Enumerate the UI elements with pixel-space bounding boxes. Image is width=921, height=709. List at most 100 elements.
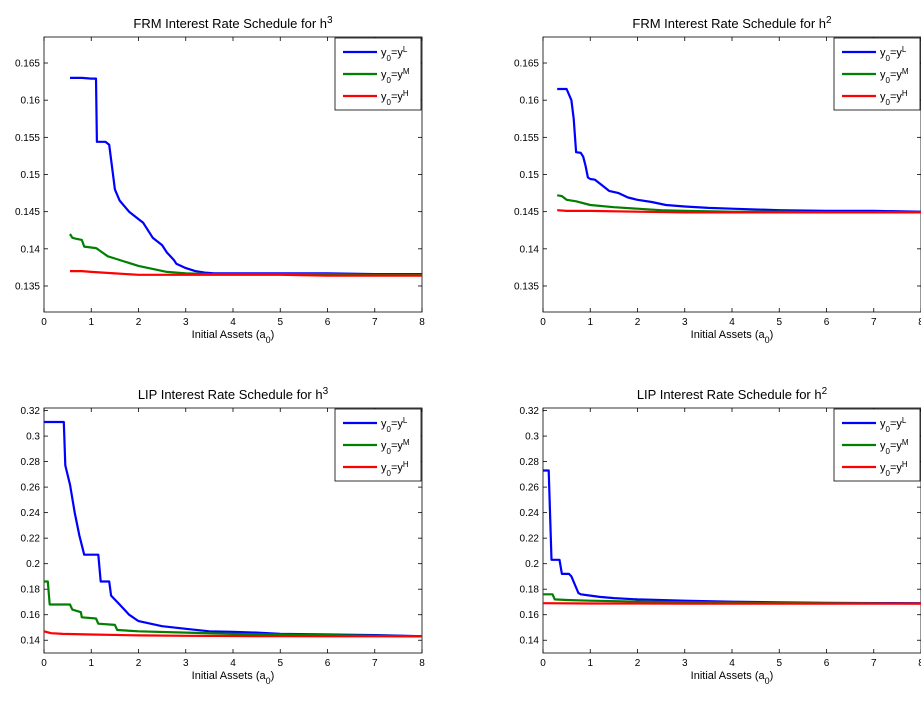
- x-tick-label: 0: [41, 317, 47, 328]
- y-tick-label: 0.22: [520, 534, 540, 545]
- legend-entry-label: y0=yL: [381, 45, 408, 63]
- legend: y0=yL y0=yM y0=yH: [334, 37, 422, 111]
- legend: y0=yL y0=yM y0=yH: [334, 408, 422, 482]
- series-group: [543, 469, 921, 605]
- y-tick-label: 0.3: [26, 432, 40, 443]
- x-tick-label: 7: [871, 317, 877, 328]
- x-axis-label: Initial Assets (a0): [691, 329, 774, 345]
- y-tick-label: 0.28: [21, 457, 41, 468]
- y-tick-label: 0.2: [26, 559, 40, 570]
- x-tick-label: 8: [918, 658, 921, 669]
- x-tick-label: 6: [325, 658, 331, 669]
- x-tick-label: 6: [325, 317, 331, 328]
- y-tick-label: 0.145: [15, 207, 40, 218]
- legend-entry-label: y0=yM: [381, 438, 410, 456]
- y-tick-label: 0.155: [514, 133, 539, 144]
- y-tick-label: 0.26: [520, 483, 540, 494]
- legend-entry-label: y0=yH: [880, 89, 908, 107]
- y-tick-label: 0.16: [520, 610, 540, 621]
- chart-panel-4: 0 1 2 3 4 5 6 7 8 0.14 0.16 0.18 0.2 0.22 0.24 0.26 0.28…: [520, 386, 921, 686]
- y-tick-label: 0.32: [520, 406, 540, 417]
- series-group: [44, 420, 422, 638]
- legend-entry-label: y0=yL: [880, 416, 907, 434]
- x-tick-label: 0: [41, 658, 47, 669]
- x-tick-label: 2: [635, 317, 641, 328]
- legend-entry-label: y0=yM: [381, 67, 410, 85]
- y-tick-label: 0.16: [21, 610, 41, 621]
- series-group: [557, 87, 921, 214]
- series-line-L: [557, 87, 921, 213]
- x-tick-label: 4: [729, 658, 735, 669]
- x-tick-label: 8: [419, 317, 425, 328]
- legend: y0=yL y0=yM y0=yH: [833, 37, 921, 111]
- legend-entry-label: y0=yM: [880, 438, 909, 456]
- x-axis-label: Initial Assets (a0): [691, 670, 774, 686]
- x-tick-label: 5: [277, 317, 283, 328]
- x-tick-label: 0: [540, 658, 546, 669]
- x-tick-label: 5: [277, 658, 283, 669]
- x-tick-label: 6: [824, 658, 830, 669]
- y-tick-label: 0.165: [514, 59, 539, 70]
- y-tick-label: 0.18: [520, 585, 540, 596]
- x-tick-label: 8: [918, 317, 921, 328]
- y-tick-label: 0.155: [15, 133, 40, 144]
- x-tick-label: 8: [419, 658, 425, 669]
- series-line-H: [557, 209, 921, 214]
- x-axis-label: Initial Assets (a0): [192, 670, 275, 686]
- y-tick-label: 0.24: [21, 508, 41, 519]
- y-tick-label: 0.135: [15, 281, 40, 292]
- y-tick-label: 0.15: [21, 170, 41, 181]
- y-tick-label: 0.22: [21, 534, 41, 545]
- y-tick-label: 0.24: [520, 508, 540, 519]
- chart-title: FRM Interest Rate Schedule for h3: [133, 15, 333, 32]
- x-tick-label: 4: [230, 317, 236, 328]
- x-tick-label: 5: [776, 658, 782, 669]
- x-tick-label: 3: [183, 317, 189, 328]
- series-group: [69, 76, 422, 277]
- legend-entry-label: y0=yM: [880, 67, 909, 85]
- legend: y0=yL y0=yM y0=yH: [833, 408, 921, 482]
- y-tick-label: 0.3: [525, 432, 539, 443]
- y-tick-label: 0.2: [525, 559, 539, 570]
- y-tick-label: 0.15: [520, 170, 540, 181]
- x-tick-label: 2: [136, 317, 142, 328]
- series-line-M: [44, 580, 422, 638]
- y-tick-label: 0.16: [520, 96, 540, 107]
- x-tick-label: 1: [88, 658, 94, 669]
- x-tick-label: 3: [682, 317, 688, 328]
- legend-entry-label: y0=yH: [880, 460, 908, 478]
- y-tick-label: 0.135: [514, 281, 539, 292]
- y-tick-label: 0.16: [21, 96, 41, 107]
- x-tick-label: 1: [88, 317, 94, 328]
- x-tick-label: 3: [183, 658, 189, 669]
- legend-entry-label: y0=yL: [381, 416, 408, 434]
- legend-entry-label: y0=yL: [880, 45, 907, 63]
- series-line-H: [44, 630, 422, 638]
- chart-panel-3: 0 1 2 3 4 5 6 7 8 0.14 0.16 0.18 0.2 0.22 0.24 0.26 0.28…: [21, 386, 426, 687]
- x-tick-label: 0: [540, 317, 546, 328]
- legend-entry-label: y0=yH: [381, 89, 409, 107]
- y-tick-label: 0.14: [21, 636, 41, 647]
- y-tick-label: 0.28: [520, 457, 540, 468]
- y-tick-label: 0.18: [21, 585, 41, 596]
- chart-panel-2: 0 1 2 3 4 5 6 7 8 0.135 0.14 0.145 0.15 0.155 0.16 0.16…: [514, 15, 921, 345]
- y-tick-label: 0.14: [520, 244, 540, 255]
- chart-panel-1: 0 1 2 3 4 5 6 7 8 0.135 0.14 0.145 0.15 0.155 0.16 0.16…: [15, 15, 425, 346]
- x-tick-label: 7: [372, 658, 378, 669]
- x-tick-label: 6: [824, 317, 830, 328]
- y-tick-label: 0.26: [21, 483, 41, 494]
- x-tick-label: 1: [587, 658, 593, 669]
- chart-title: FRM Interest Rate Schedule for h2: [632, 15, 832, 32]
- y-tick-label: 0.14: [520, 636, 540, 647]
- legend-box: [833, 408, 921, 482]
- x-tick-label: 7: [871, 658, 877, 669]
- x-tick-label: 4: [729, 317, 735, 328]
- y-tick-label: 0.14: [21, 244, 41, 255]
- x-tick-label: 5: [776, 317, 782, 328]
- y-tick-label: 0.165: [15, 59, 40, 70]
- x-tick-label: 3: [682, 658, 688, 669]
- x-tick-label: 2: [136, 658, 142, 669]
- x-tick-label: 4: [230, 658, 236, 669]
- chart-title: LIP Interest Rate Schedule for h2: [637, 386, 828, 403]
